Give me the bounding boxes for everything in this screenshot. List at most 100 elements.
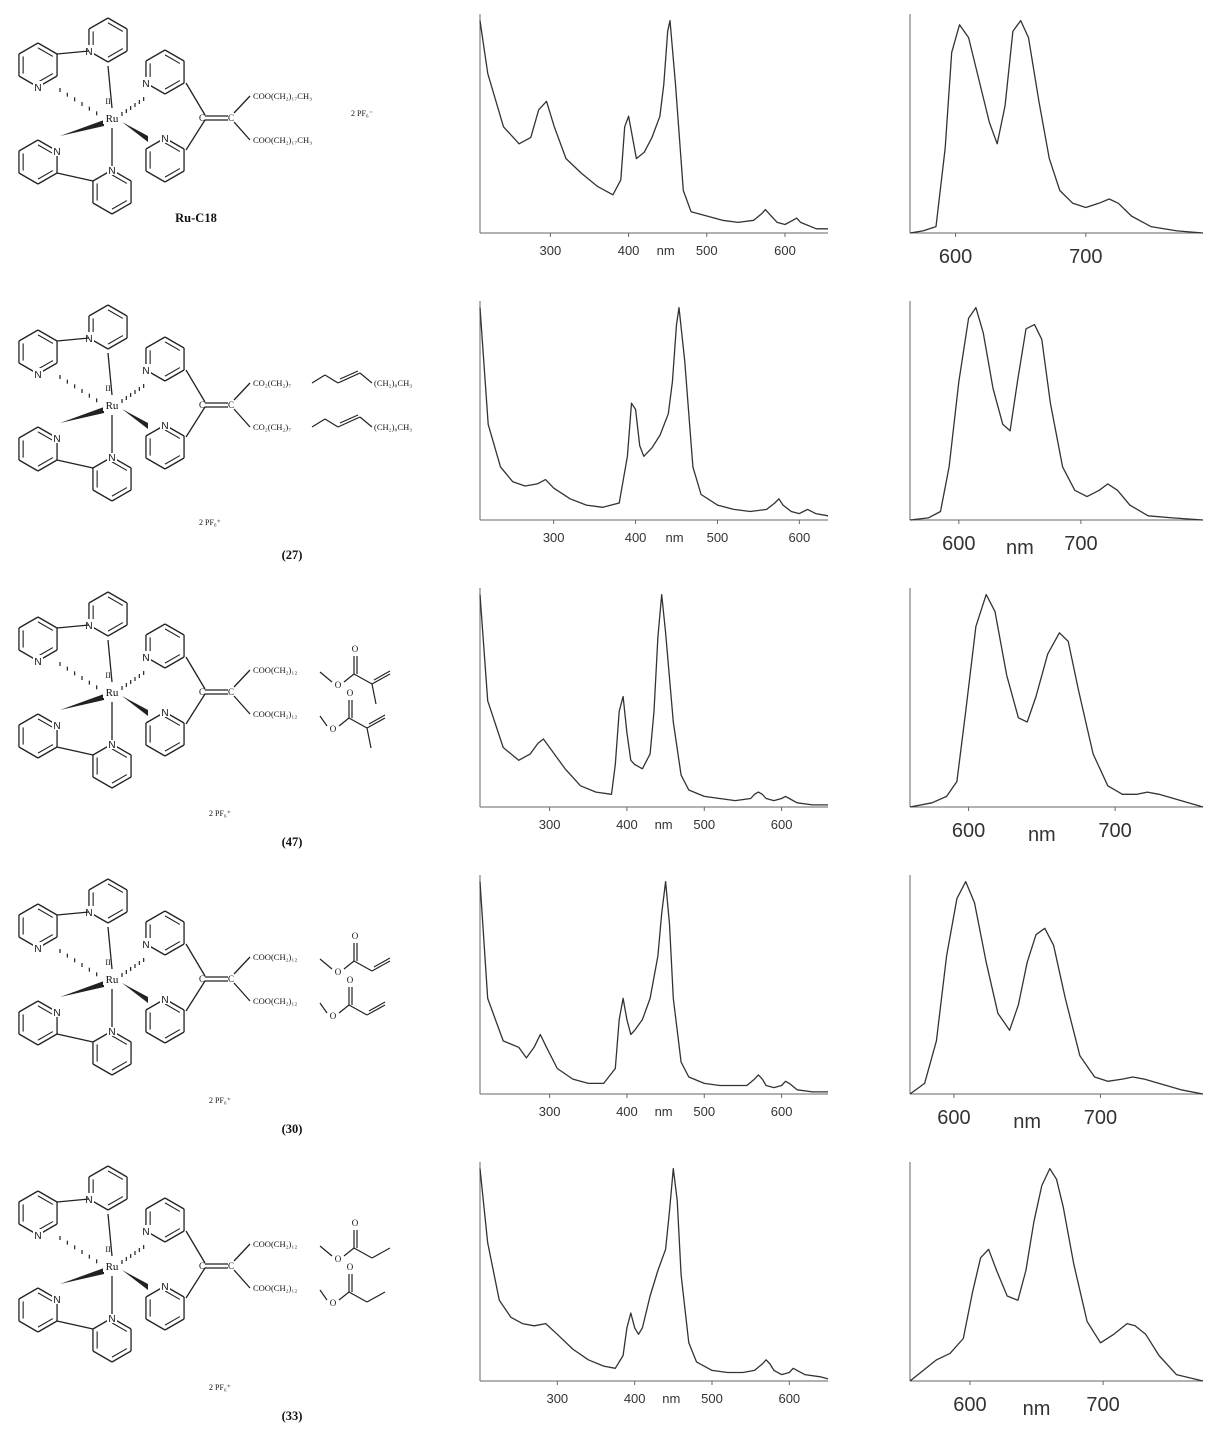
atom-mask	[52, 145, 63, 156]
x-unit-label: nm	[1006, 537, 1034, 559]
nitrogen-label: N	[161, 421, 168, 432]
x-unit-label: nm	[1013, 1111, 1041, 1133]
nitrogen-label: N	[85, 908, 92, 919]
absorption-series-line	[479, 306, 829, 517]
ring-bond	[18, 713, 39, 726]
ring-double-bond	[111, 1061, 128, 1071]
compound-label: (27)	[282, 548, 303, 562]
emission-spectrum: 600 700	[909, 14, 1204, 268]
absorption-svg: 300 400 500 600 nm	[479, 301, 829, 545]
x-tick-label: 600	[953, 1394, 986, 1416]
molecule-structure: N N N N N N Ru II C C COO(CH₂)₁₇CH₃ COO(CH₂)₁₇CH₃ 2 …	[18, 17, 373, 225]
nitrogen-label: N	[142, 940, 149, 951]
wedge-bond	[122, 696, 148, 716]
ruthenium-label: Ru	[106, 974, 119, 986]
nitrogen-label: N	[142, 1227, 149, 1238]
ring-double-bond	[164, 168, 181, 178]
nitrogen-label: N	[34, 657, 41, 668]
ring-bond	[37, 1033, 58, 1046]
ring-bond	[145, 1031, 166, 1044]
ring-bond	[107, 624, 128, 637]
ring-bond	[92, 1350, 113, 1363]
ring-double-bond	[164, 429, 181, 439]
absorption-spectrum: 300 400 500 600 nm	[479, 301, 829, 545]
ring-double-bond	[107, 596, 124, 606]
bond	[233, 408, 251, 428]
ring-bond	[18, 459, 39, 472]
x-tick-label: 600	[942, 533, 975, 555]
x-tick-label: 500	[696, 243, 718, 258]
atom-mask	[140, 77, 151, 88]
oxygen-label: O	[335, 1254, 342, 1264]
emission-series-line	[909, 306, 1204, 521]
atom-mask	[160, 1280, 170, 1291]
ring-bond	[107, 1198, 128, 1211]
oxidation-state-label: II	[105, 671, 111, 680]
bond	[233, 669, 251, 688]
compound-row-47: N N N N N N Ru II C C COO(CH₂)₁₂ COO(CH₂)₁₂ O O O O 2 PF…	[0, 574, 1227, 861]
ring-bond	[18, 172, 39, 185]
ring-bond	[111, 1063, 132, 1076]
counterion-label: 2 PF₆⁺	[209, 1096, 231, 1105]
nitrogen-label: N	[53, 434, 60, 445]
x-tick-label: 500	[693, 1104, 715, 1119]
nitrogen-label: N	[161, 995, 168, 1006]
ruthenium-label: Ru	[106, 113, 119, 125]
ring-double-bond	[111, 748, 128, 758]
ring-double-bond	[164, 54, 181, 64]
counterion-label: 2 PF₆⁺	[209, 809, 231, 818]
chain-bond	[319, 715, 328, 727]
ring-double-bond	[107, 883, 124, 893]
ring-bond	[145, 1318, 166, 1331]
x-unit-label: nm	[655, 1104, 673, 1119]
emission-panel: 600 700 nm	[870, 287, 1227, 574]
compound-row-30: N N N N N N Ru II C C COO(CH₂)₁₂ COO(CH₂)₁₂ O O O O 2 PF…	[0, 861, 1227, 1148]
emission-svg: 600 700 nm	[909, 301, 1204, 559]
x-tick-label: 700	[1069, 246, 1102, 268]
ring-double-bond	[164, 367, 181, 377]
carbon-label: C	[228, 974, 234, 984]
absorption-series-line	[479, 593, 828, 806]
oxygen-label: O	[330, 724, 337, 734]
ring-double-bond	[111, 1322, 128, 1332]
nitrogen-label: N	[142, 79, 149, 90]
nitrogen-label: N	[108, 1314, 115, 1325]
ring-bond	[18, 1287, 39, 1300]
compound-label: Ru-C18	[175, 211, 217, 225]
x-tick-label: 300	[540, 243, 562, 258]
nitrogen-label: N	[53, 1295, 60, 1306]
ring-double-bond	[37, 744, 54, 754]
ring-bond	[88, 878, 109, 891]
chain-bond	[338, 717, 350, 727]
ruthenium-label: Ru	[106, 1261, 119, 1273]
x-tick-label: 400	[625, 530, 647, 545]
bipy-link	[56, 1198, 90, 1203]
ring-double-bond	[37, 1318, 54, 1328]
ring-double-bond	[164, 654, 181, 664]
absorption-svg: 300 400 500 600 nm	[479, 1162, 829, 1406]
emission-panel: 600 700 nm	[870, 1148, 1227, 1435]
ring-bond	[107, 304, 128, 317]
ring-double-bond	[107, 22, 124, 32]
nitrogen-label: N	[142, 653, 149, 664]
ring-bond	[164, 943, 185, 956]
chain-bond	[343, 960, 355, 970]
ring-bond	[37, 329, 58, 342]
ring-double-bond	[37, 934, 54, 944]
nitrogen-label: N	[85, 621, 92, 632]
absorption-svg: 300 400 500 600 nm	[479, 588, 828, 832]
ring-double-bond	[107, 1170, 124, 1180]
bond	[185, 406, 206, 438]
ester-label-bottom: COO(CH₂)₁₇CH₃	[253, 135, 312, 145]
ring-double-bond	[164, 628, 181, 638]
chain-bond	[319, 671, 333, 683]
atom-mask	[140, 1225, 151, 1236]
vinyl-double-bond	[368, 1001, 386, 1012]
x-tick-label: 600	[771, 1104, 793, 1119]
ring-double-bond	[37, 1292, 54, 1302]
x-unit-label: nm	[665, 530, 683, 545]
x-tick-label: 700	[1098, 820, 1131, 842]
